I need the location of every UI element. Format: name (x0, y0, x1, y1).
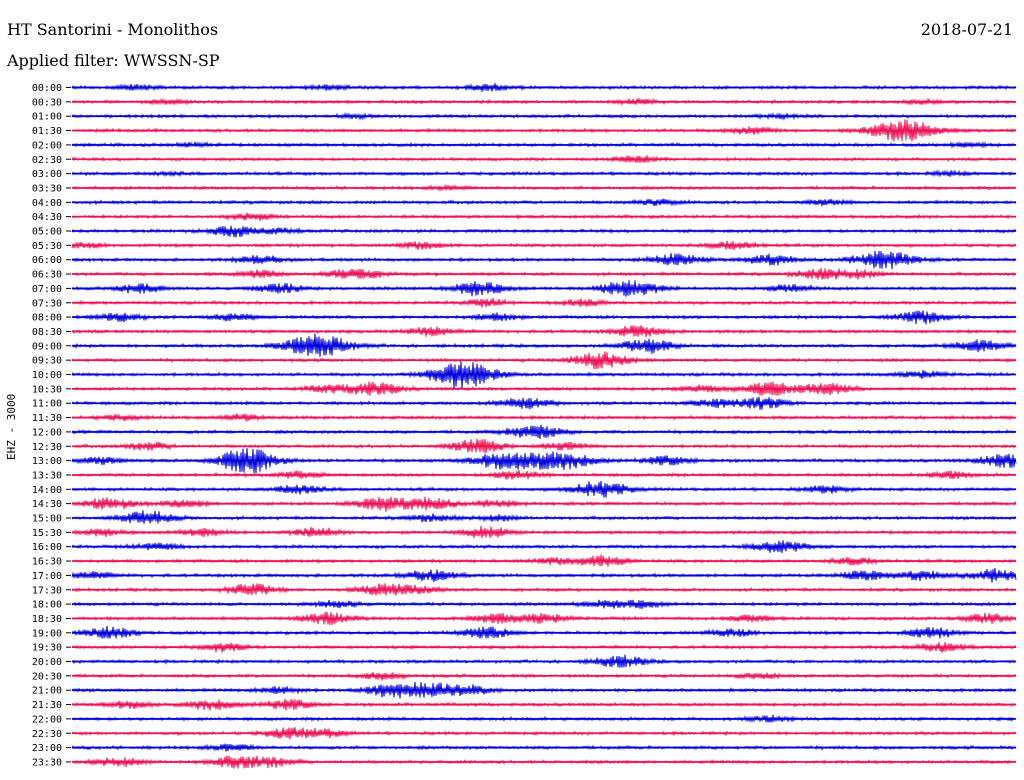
seismic-trace (71, 510, 1017, 524)
time-label: 04:00 (32, 198, 62, 209)
time-label: 02:00 (32, 140, 62, 151)
time-label: 14:30 (32, 499, 62, 510)
time-label: 05:00 (32, 227, 62, 238)
time-label: 06:30 (32, 270, 62, 281)
time-label: 13:00 (32, 456, 62, 467)
time-label: 09:00 (32, 341, 62, 352)
time-label: 08:30 (32, 327, 62, 338)
time-label: 03:00 (32, 169, 62, 180)
record-date: 2018-07-21 (920, 20, 1013, 39)
time-label: 10:30 (32, 384, 62, 395)
time-label: 20:30 (32, 671, 62, 682)
time-label: 11:30 (32, 413, 62, 424)
time-label: 13:30 (32, 470, 62, 481)
time-label: 01:00 (32, 112, 62, 123)
time-label: 16:30 (32, 557, 62, 568)
time-label: 22:30 (32, 729, 62, 740)
time-label: 12:30 (32, 442, 62, 453)
time-label: 11:00 (32, 399, 62, 410)
time-label: 00:00 (32, 83, 62, 94)
time-label: 18:00 (32, 600, 62, 611)
time-label: 22:00 (32, 714, 62, 725)
time-label: 07:00 (32, 284, 62, 295)
time-label: 21:00 (32, 686, 62, 697)
time-label: 15:30 (32, 528, 62, 539)
time-label: 02:30 (32, 155, 62, 166)
time-label: 03:30 (32, 183, 62, 194)
seismic-trace (71, 361, 1017, 390)
time-label: 07:30 (32, 298, 62, 309)
applied-filter-label: Applied filter: WWSSN-SP (7, 51, 220, 70)
time-label: 00:30 (32, 97, 62, 108)
time-label: 06:00 (32, 255, 62, 266)
time-label: 10:00 (32, 370, 62, 381)
time-label: 19:00 (32, 628, 62, 639)
time-label: 12:00 (32, 427, 62, 438)
time-label: 14:00 (32, 485, 62, 496)
time-label: 23:30 (32, 757, 62, 768)
time-label: 18:30 (32, 614, 62, 625)
time-label: 04:30 (32, 212, 62, 223)
time-label: 21:30 (32, 700, 62, 711)
time-label: 19:30 (32, 643, 62, 654)
time-label: 15:00 (32, 514, 62, 525)
time-label: 20:00 (32, 657, 62, 668)
time-label: 17:00 (32, 571, 62, 582)
time-label: 16:00 (32, 542, 62, 553)
time-label: 09:30 (32, 356, 62, 367)
time-label: 05:30 (32, 241, 62, 252)
time-label: 23:00 (32, 743, 62, 754)
time-label: 01:30 (32, 126, 62, 137)
station-title: HT Santorini - Monolithos (7, 20, 219, 39)
time-label: 08:00 (32, 313, 62, 324)
time-label: 17:30 (32, 585, 62, 596)
